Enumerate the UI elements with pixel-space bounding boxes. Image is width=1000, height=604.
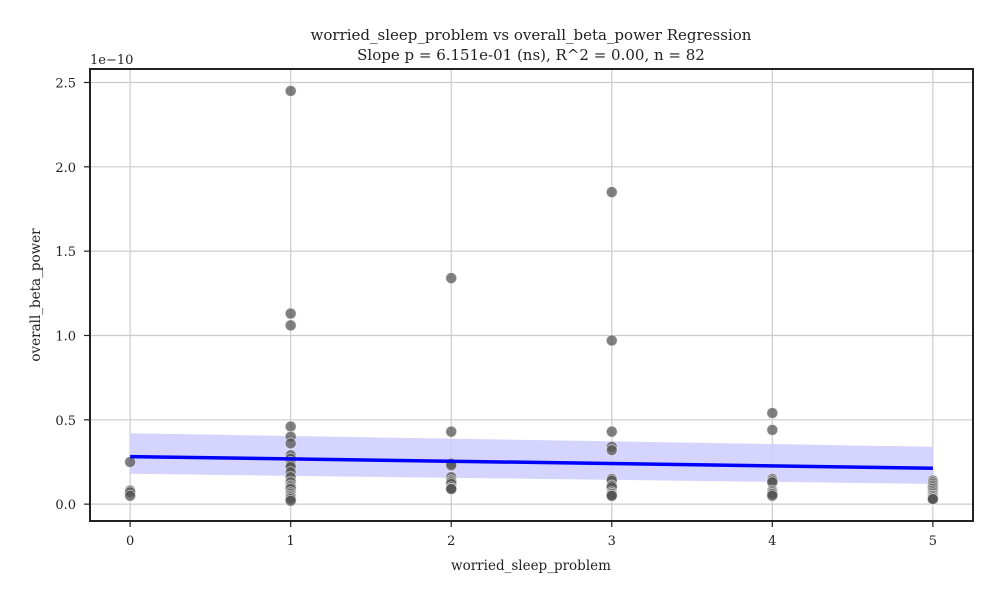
regression-line: [130, 454, 933, 470]
plot-frame: [89, 68, 974, 522]
scatter-point: [284, 494, 297, 507]
scatter-point: [284, 307, 297, 320]
y-tick-label: 0.5: [55, 414, 76, 429]
scatter-point: [124, 489, 137, 502]
scatter-point: [605, 444, 618, 457]
x-tick-label: 2: [447, 534, 455, 549]
scatter-point: [766, 489, 779, 502]
x-axis-label: worried_sleep_problem: [451, 558, 611, 574]
scatter-point: [445, 425, 458, 438]
scatter-point: [926, 493, 939, 505]
scatter-point: [605, 489, 618, 502]
y-tick-label: 2.0: [55, 161, 76, 176]
x-tick-label: 5: [929, 534, 937, 549]
chart-subtitle: Slope p = 6.151e-01 (ns), R^2 = 0.00, n …: [357, 46, 705, 64]
scatter-point: [284, 437, 297, 450]
scatter-point: [284, 319, 297, 332]
y-tick-label: 1.0: [55, 329, 76, 344]
chart-title: worried_sleep_problem vs overall_beta_po…: [311, 26, 752, 44]
x-tick-label: 0: [126, 534, 134, 549]
scatter-point: [124, 456, 137, 468]
scatter-point: [445, 272, 458, 285]
scatter-point: [284, 85, 297, 97]
scatter-point: [605, 186, 618, 199]
x-tick-label: 3: [608, 534, 616, 549]
scatter-point: [605, 425, 618, 438]
y-tick-label: 1.5: [55, 245, 76, 260]
x-tick-label: 4: [768, 534, 776, 549]
x-tick-label: 1: [287, 534, 295, 549]
scatter-point: [605, 334, 618, 347]
scatter-point: [284, 420, 297, 433]
y-tick-label: 2.5: [55, 76, 76, 91]
y-axis-offset-label: 1e−10: [90, 53, 133, 68]
y-axis-label: overall_beta_power: [28, 228, 44, 362]
scatter-point: [445, 483, 458, 495]
confidence-band: [130, 433, 933, 484]
y-tick-label: 0.0: [55, 498, 76, 513]
scatter-point: [766, 407, 779, 419]
scatter-point: [766, 424, 779, 436]
